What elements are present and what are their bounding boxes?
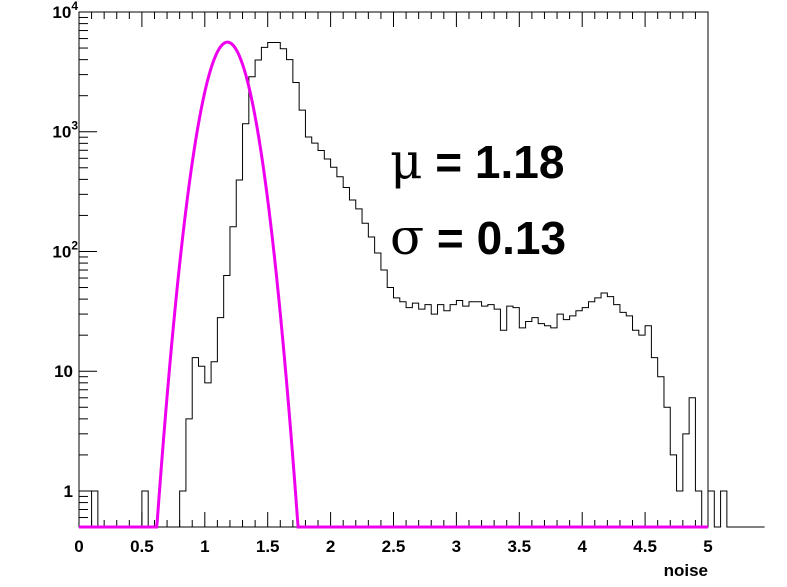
plot-frame	[78, 11, 709, 528]
x-tick-label: 0	[74, 537, 83, 556]
mu-symbol: μ	[390, 132, 423, 190]
histogram-series	[79, 42, 765, 528]
y-tick-label: 1	[64, 482, 73, 501]
y-tick-label: 102	[52, 238, 78, 261]
x-axis-ticks	[78, 12, 709, 527]
gaussian-fit-curve	[79, 40, 708, 529]
sigma-value: = 0.13	[424, 212, 566, 264]
x-tick-label: 3	[452, 537, 461, 556]
y-tick-label: 103	[52, 119, 78, 142]
mean-annotation: μ = 1.18	[390, 132, 564, 190]
x-tick-label: 5	[703, 537, 712, 556]
x-tick-label: 0.5	[130, 537, 154, 556]
y-tick-label: 10	[54, 362, 73, 381]
sigma-symbol: σ	[390, 208, 424, 266]
x-tick-label: 1	[200, 537, 209, 556]
x-tick-label: 1.5	[256, 537, 280, 556]
x-tick-label: 3.5	[507, 537, 531, 556]
x-axis-title: noise	[664, 561, 708, 580]
x-tick-label: 2	[326, 537, 335, 556]
y-axis-ticks	[79, 11, 97, 528]
y-axis-tick-labels: 1 10 102 103 104	[52, 0, 78, 501]
x-tick-label: 2.5	[382, 537, 406, 556]
x-axis-tick-labels: 0 0.5 1 1.5 2 2.5 3 3.5 4 4.5 5	[74, 537, 712, 556]
mu-value: = 1.18	[423, 136, 565, 188]
x-tick-label: 4.5	[633, 537, 657, 556]
sigma-annotation: σ = 0.13	[390, 208, 566, 266]
y-tick-label: 104	[52, 0, 78, 22]
x-tick-label: 4	[577, 537, 587, 556]
